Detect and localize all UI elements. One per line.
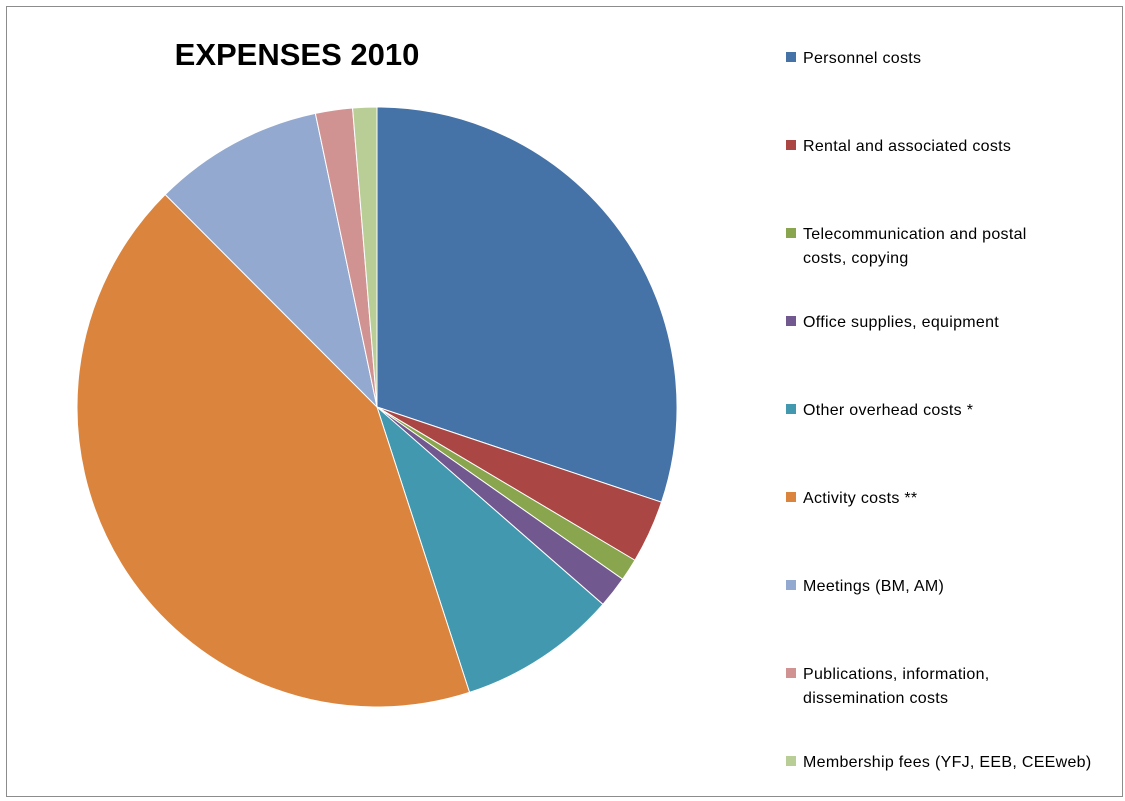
legend-label-line: Activity costs ** [803, 490, 918, 507]
legend-label-line: Membership fees (YFJ, EEB, CEEweb) [803, 754, 1092, 771]
legend-label: Rental and associated costs [803, 135, 1123, 159]
pie-slice [375, 405, 604, 694]
pie-chart [76, 106, 678, 708]
legend-label: Activity costs ** [803, 487, 1123, 511]
legend-swatch [786, 404, 796, 414]
legend-label-line: Office supplies, equipment [803, 314, 1000, 331]
legend-swatch [786, 492, 796, 502]
legend-label: Meetings (BM, AM) [803, 575, 1123, 599]
legend-swatch [786, 52, 796, 62]
legend-label-line: Personnel costs [803, 50, 922, 67]
legend-label: Publications, information, dissemination … [803, 663, 1123, 711]
legend-swatch [786, 228, 796, 238]
legend-label-line: costs, copying [803, 250, 909, 267]
legend-label-line: Other overhead costs * [803, 402, 974, 419]
legend-label: Other overhead costs * [803, 399, 1123, 423]
legend-label-line: Rental and associated costs [803, 138, 1012, 155]
legend-swatch [786, 668, 796, 678]
legend-label: Telecommunication and postal costs, copyi… [803, 223, 1123, 271]
legend-swatch [786, 580, 796, 590]
legend-label: Membership fees (YFJ, EEB, CEEweb) [803, 751, 1123, 775]
chart-area: EXPENSES 2010 Personnel costs Rental and … [6, 6, 1123, 797]
legend-swatch [786, 316, 796, 326]
pie-slice [376, 106, 678, 503]
legend-label: Personnel costs [803, 47, 1123, 71]
legend-label-line: Telecommunication and postal [803, 226, 1027, 243]
legend-label: Office supplies, equipment [803, 311, 1123, 335]
legend-label-line: Publications, information, [803, 666, 990, 683]
pie-slice [352, 106, 378, 408]
chart-title: EXPENSES 2010 [174, 37, 420, 72]
legend-label-line: Meetings (BM, AM) [803, 578, 945, 595]
pie-slice [164, 112, 378, 409]
legend-swatch [786, 140, 796, 150]
pie-slice [76, 193, 471, 708]
legend-swatch [786, 756, 796, 766]
legend-label-line: dissemination costs [803, 690, 949, 707]
